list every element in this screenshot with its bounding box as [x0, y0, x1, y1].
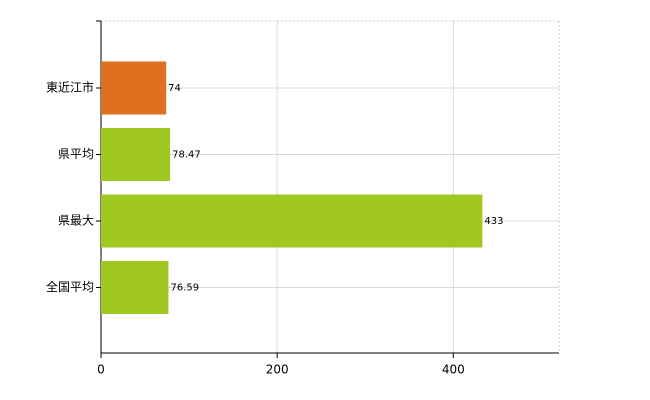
bar: [101, 261, 169, 314]
y-tick-label: 県平均: [58, 147, 94, 161]
bar: [101, 61, 167, 115]
bar: [101, 128, 171, 181]
value-label: 74: [168, 83, 181, 94]
x-tick-label: 400: [442, 363, 465, 377]
value-label: 76.59: [170, 283, 199, 294]
value-label: 78.47: [172, 150, 201, 161]
value-label: 433: [484, 216, 503, 227]
bar: [101, 194, 483, 248]
y-tick-label: 全国平均: [46, 279, 94, 294]
y-tick-label: 県最大: [58, 214, 94, 228]
y-tick-label: 東近江市: [46, 80, 94, 95]
x-tick-label: 200: [266, 363, 289, 377]
x-tick-label: 0: [97, 363, 105, 377]
